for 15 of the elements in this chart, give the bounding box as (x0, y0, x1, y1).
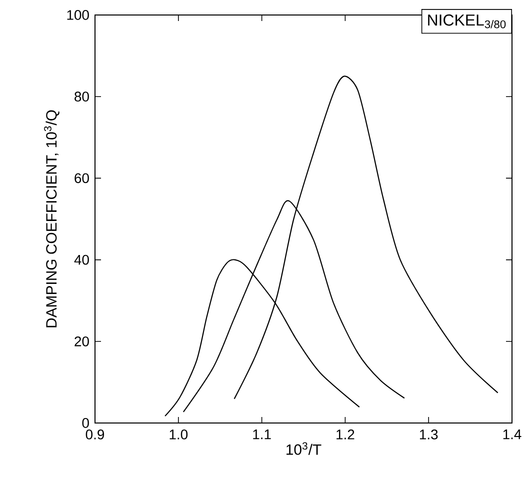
x-tick-label: 1.0 (170, 430, 188, 440)
y-axis-title: DAMPING COEFFICIENT, 10$^{3}$/Q (44, 110, 60, 328)
y-tick-label: 20 (74, 336, 89, 346)
x-tick-label: 1.1 (253, 430, 271, 440)
y-tick-label: 80 (74, 92, 89, 102)
y-tick-label: 60 (74, 173, 89, 184)
x-tick-label: 1.3 (420, 430, 438, 440)
x-tick-label: 0.9 (86, 430, 104, 440)
y-tick-label: 0 (82, 418, 89, 428)
y-tick-label: 40 (74, 254, 89, 265)
x-tick-label: 1.2 (336, 430, 354, 440)
y-tick-label: 100 (67, 10, 89, 20)
chart-title: NICKEL$_{3/80}$ (428, 14, 506, 28)
x-tick-label: 1.4 (503, 430, 522, 440)
x-axis-title: 10$^{3}$/T (286, 442, 322, 455)
